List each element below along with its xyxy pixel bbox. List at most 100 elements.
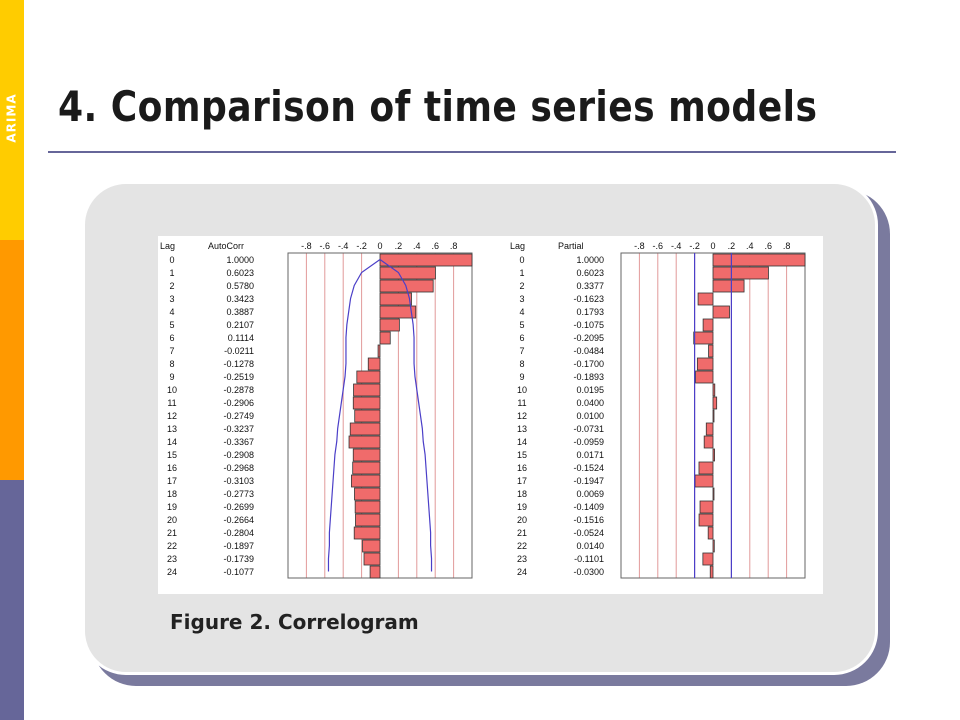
lag-label: 8 — [519, 359, 524, 369]
lag-label: 12 — [517, 411, 527, 421]
lag-label: 3 — [169, 294, 174, 304]
correlation-bar — [712, 448, 715, 462]
lag-label: 16 — [517, 463, 527, 473]
value-label: -0.0959 — [573, 437, 604, 447]
correlation-bar — [377, 344, 381, 358]
lag-header: Lag — [510, 241, 525, 251]
value-label: 0.3377 — [576, 281, 604, 291]
axis-tick-label: 0 — [377, 241, 382, 251]
correlation-bar — [348, 435, 381, 449]
correlation-bar — [698, 513, 714, 527]
correlation-bar — [367, 357, 381, 371]
lag-label: 24 — [167, 567, 177, 577]
lag-label: 10 — [517, 385, 527, 395]
value-label: 0.2107 — [226, 320, 254, 330]
value-header: Partial — [558, 241, 584, 251]
value-label: 0.0195 — [576, 385, 604, 395]
value-label: -0.1623 — [573, 294, 604, 304]
value-label: -0.3367 — [223, 437, 254, 447]
value-label: 0.0069 — [576, 489, 604, 499]
lag-label: 7 — [169, 346, 174, 356]
value-label: 0.0140 — [576, 541, 604, 551]
lag-label: 14 — [167, 437, 177, 447]
value-label: -0.1897 — [223, 541, 254, 551]
correlation-bar — [353, 383, 381, 397]
correlation-bar — [709, 565, 714, 579]
correlation-bar — [352, 448, 381, 462]
value-label: -0.2699 — [223, 502, 254, 512]
correlation-bar — [712, 409, 715, 423]
correlation-bar — [712, 266, 769, 280]
correlation-bar — [712, 305, 730, 319]
value-label: -0.1516 — [573, 515, 604, 525]
value-label: -0.1409 — [573, 502, 604, 512]
lag-label: 6 — [519, 333, 524, 343]
correlation-bar — [707, 526, 714, 540]
lag-label: 15 — [517, 450, 527, 460]
value-label: 1.0000 — [226, 255, 254, 265]
correlation-bar — [356, 370, 381, 384]
lag-label: 24 — [517, 567, 527, 577]
axis-tick-label: .6 — [431, 241, 439, 251]
value-label: -0.1947 — [573, 476, 604, 486]
axis-tick-label: 0 — [710, 241, 715, 251]
value-label: -0.3237 — [223, 424, 254, 434]
axis-tick-label: .8 — [783, 241, 791, 251]
lag-label: 23 — [517, 554, 527, 564]
value-label: -0.2095 — [573, 333, 604, 343]
axis-tick-label: .6 — [764, 241, 772, 251]
value-label: 0.0171 — [576, 450, 604, 460]
lag-label: 9 — [519, 372, 524, 382]
axis-tick-label: -.6 — [653, 241, 664, 251]
slide-title: 4. Comparison of time series models — [58, 82, 818, 131]
value-label: -0.1101 — [574, 554, 604, 564]
value-label: 0.0100 — [576, 411, 604, 421]
value-label: -0.2773 — [223, 489, 254, 499]
correlation-bar — [352, 461, 381, 475]
sidebar-purple-band — [0, 480, 24, 720]
lag-label: 20 — [167, 515, 177, 525]
axis-tick-label: .2 — [728, 241, 736, 251]
lag-label: 12 — [167, 411, 177, 421]
correlation-bar — [379, 266, 436, 280]
correlation-bar — [702, 552, 714, 566]
lag-label: 23 — [167, 554, 177, 564]
value-label: 0.1114 — [228, 333, 254, 343]
value-label: -0.2878 — [223, 385, 254, 395]
correlation-bar — [696, 357, 714, 371]
correlation-bar — [698, 461, 714, 475]
correlogram-figure: Lag AutoCorr -.8 -.6 -.4 -.2 0 .2 .4 .6 .8 0 1.0000 1… — [158, 236, 823, 594]
value-label: 0.5780 — [226, 281, 254, 291]
axis-tick-label: -.2 — [356, 241, 367, 251]
lag-label: 21 — [517, 528, 527, 538]
lag-label: 22 — [517, 541, 527, 551]
value-label: -0.0524 — [573, 528, 604, 538]
correlation-bar — [712, 539, 715, 553]
axis-tick-label: -.8 — [301, 241, 312, 251]
correlation-bar — [379, 305, 417, 319]
correlation-bar — [697, 292, 714, 306]
axis-tick-label: .4 — [413, 241, 421, 251]
correlation-bar — [354, 409, 381, 423]
lag-label: 22 — [167, 541, 177, 551]
lower-confidence-line — [327, 259, 381, 572]
correlation-bar — [379, 318, 400, 332]
value-label: -0.1700 — [573, 359, 604, 369]
axis-tick-label: -.2 — [689, 241, 700, 251]
value-label: -0.1893 — [573, 372, 604, 382]
lag-label: 5 — [169, 320, 174, 330]
value-label: 0.3887 — [226, 307, 254, 317]
value-label: -0.1524 — [573, 463, 604, 473]
lag-label: 21 — [167, 528, 177, 538]
correlation-bar — [699, 500, 714, 514]
lag-label: 2 — [169, 281, 174, 291]
lag-label: 7 — [519, 346, 524, 356]
lag-label: 3 — [519, 294, 524, 304]
correlation-bar — [379, 253, 473, 267]
correlation-bar — [712, 487, 715, 501]
correlation-bar — [379, 331, 391, 345]
lag-header: Lag — [160, 241, 175, 251]
correlation-bar — [351, 474, 381, 488]
correlation-bar — [708, 344, 714, 358]
value-label: -0.1278 — [223, 359, 254, 369]
